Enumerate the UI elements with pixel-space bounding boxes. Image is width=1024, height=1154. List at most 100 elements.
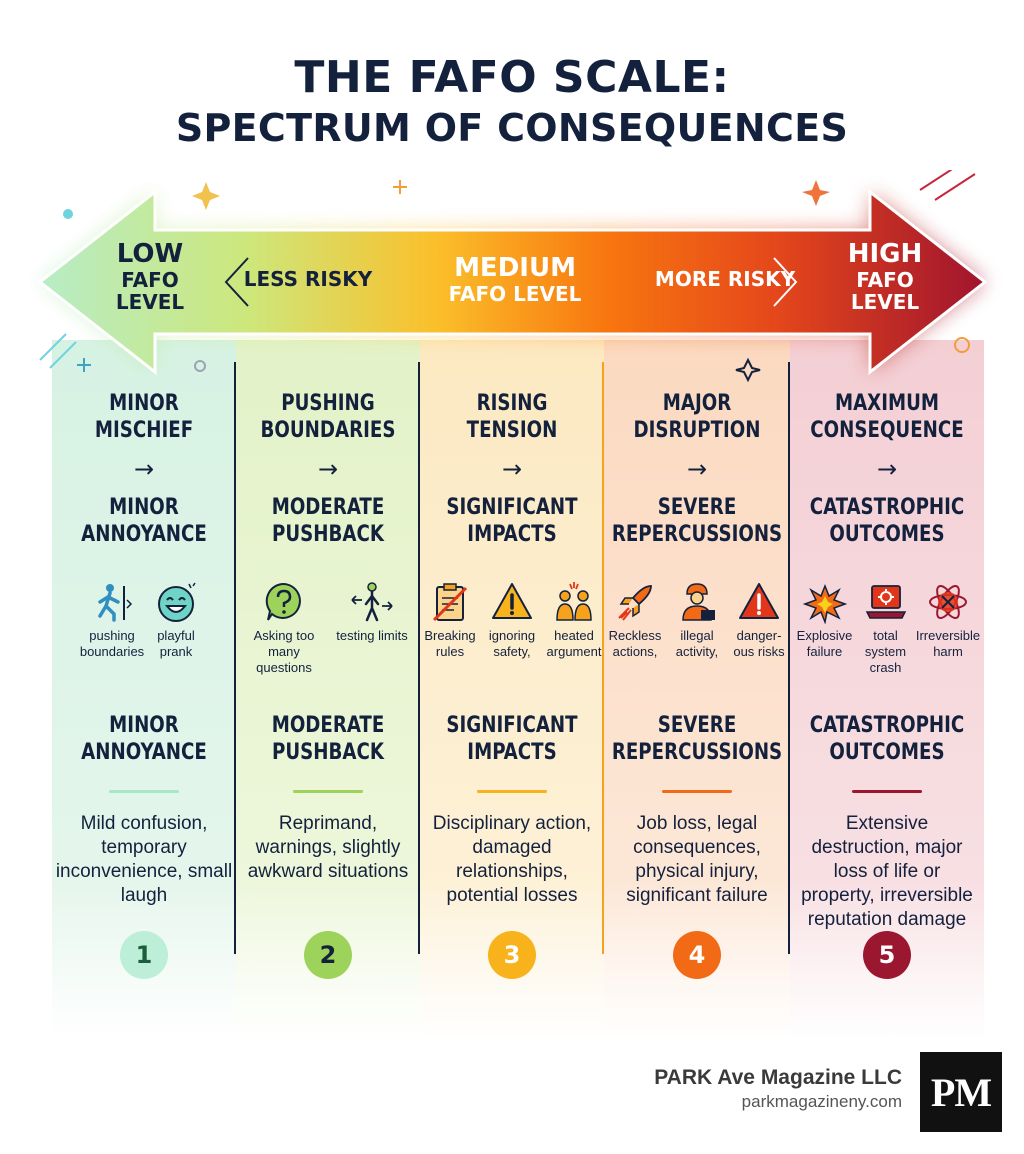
column-heading: MAXIMUM CONSEQUENCE — [810, 391, 964, 443]
fafo-double-arrow — [37, 170, 988, 383]
question-bubble-icon — [265, 582, 301, 621]
icon-item: Irreversible harm — [915, 580, 981, 676]
icon-item: playful prank — [146, 580, 206, 660]
person-walking-icon — [98, 584, 133, 622]
outcome-rule — [662, 790, 732, 793]
icon-item: Breaking rules — [421, 580, 479, 660]
icon-caption: pushing boundaries — [79, 628, 145, 659]
medium-fafo-level-label: MEDIUM FAFO LEVEL — [400, 254, 630, 305]
rocket-icon — [618, 585, 652, 621]
level-column-3: RISING TENSION → SIGNIFICANT IMPACTS Bre… — [421, 390, 603, 979]
outcome-heading: MINOR ANNOYANCE — [81, 713, 207, 765]
outcome-rule — [293, 790, 363, 793]
arrow-body — [37, 188, 988, 376]
level-number-badge: 1 — [120, 931, 168, 979]
right-arrow-icon: → — [133, 455, 155, 483]
low-label-line2: FAFO — [121, 267, 179, 292]
icon-item: ignoring safety, — [483, 580, 541, 660]
level-number-badge: 2 — [304, 931, 352, 979]
outcome-rule — [109, 790, 179, 793]
arguing-people-icon — [556, 582, 592, 621]
title-line-1: THE FAFO SCALE: — [294, 52, 730, 103]
column-subheading: SEVERE REPERCUSSIONS — [611, 495, 783, 547]
low-label-line1: LOW — [116, 239, 184, 269]
sparkle-decorations — [39, 170, 976, 383]
high-fafo-level-label: HIGH FAFO LEVEL — [820, 240, 950, 313]
outcome-description: Reprimand, warnings, slightly awkward si… — [247, 813, 409, 882]
danger-triangle-icon — [739, 583, 779, 619]
outcome-description: Disciplinary action, damaged relationshi… — [432, 813, 592, 906]
right-arrow-icon: → — [317, 455, 339, 483]
outcome-description: Job loss, legal consequences, physical i… — [626, 813, 768, 906]
icon-item: heated argument — [545, 580, 603, 660]
warning-triangle-icon — [492, 583, 532, 619]
divider-2 — [418, 362, 420, 954]
level-column-2: PUSHING BOUNDARIES → MODERATE PUSHBACK A… — [237, 390, 419, 979]
column-subheading: MODERATE PUSHBACK — [271, 495, 385, 547]
person-arrows-icon — [351, 582, 393, 622]
icon-caption: heated argument — [546, 628, 602, 659]
level-column-5: MAXIMUM CONSEQUENCE → CATASTROPHIC OUTCO… — [796, 390, 980, 979]
column-heading: RISING TENSION — [466, 391, 558, 443]
divider-1 — [234, 362, 236, 954]
level-column-4: MAJOR DISRUPTION → SEVERE REPERCUSSIONS … — [606, 390, 788, 979]
brand-url: parkmagazineny.com — [741, 1092, 902, 1111]
level-number-badge: 3 — [488, 931, 536, 979]
icon-row: Asking too many questions testing limits — [237, 580, 419, 676]
icon-caption: Asking too many questions — [253, 628, 315, 675]
outcome-rule — [477, 790, 547, 793]
crossed-clipboard-icon — [432, 583, 468, 622]
outcome-rule — [852, 790, 922, 793]
low-fafo-level-label: LOW FAFO LEVEL — [90, 240, 210, 313]
divider-4 — [788, 362, 790, 954]
divider-3 — [602, 362, 604, 954]
icon-item: pushing boundaries — [79, 580, 145, 660]
icon-item: Explosive failure — [796, 580, 853, 676]
icon-caption: Explosive failure — [796, 628, 853, 659]
column-subheading: SIGNIFICANT IMPACTS — [446, 495, 578, 547]
atom-crossed-icon — [929, 585, 967, 619]
outcome-description: Mild confusion, temporary inconvenience,… — [55, 813, 233, 906]
column-4-background — [604, 340, 790, 1040]
level-number-badge: 4 — [673, 931, 721, 979]
icon-caption: illegal activity, — [675, 628, 719, 659]
level-column-1: MINOR MISCHIEF → MINOR ANNOYANCE pushing… — [53, 390, 235, 979]
icon-item: Reckless actions, — [606, 580, 664, 660]
outcome-heading: SEVERE REPERCUSSIONS — [611, 713, 783, 765]
worker-briefcase-icon — [682, 583, 715, 621]
icon-row: Breaking rules ignoring safety, heated a… — [421, 580, 603, 660]
icon-caption: Irreversible harm — [915, 628, 981, 659]
icon-item: total system crash — [857, 580, 914, 676]
less-risky-label: LESS RISKY — [243, 267, 373, 291]
level-number-badge: 5 — [863, 931, 911, 979]
explosion-icon — [802, 583, 847, 624]
medium-label-line2: FAFO LEVEL — [448, 281, 582, 306]
icon-item: illegal activity, — [668, 580, 726, 660]
more-risky-label: MORE RISKY — [654, 267, 796, 291]
icon-caption: danger- ous risks — [733, 628, 785, 659]
low-label-line3: LEVEL — [115, 289, 185, 314]
broken-laptop-icon — [865, 585, 906, 619]
icon-caption: testing limits — [336, 628, 408, 643]
outcome-heading: CATASTROPHIC OUTCOMES — [809, 713, 965, 765]
column-subheading: CATASTROPHIC OUTCOMES — [809, 495, 965, 547]
icon-item: Asking too many questions — [242, 580, 326, 676]
high-label-line1: HIGH — [847, 239, 923, 269]
outcome-heading: MODERATE PUSHBACK — [271, 713, 385, 765]
icon-row: Reckless actions, illegal activity, dang… — [606, 580, 788, 660]
icon-caption: Reckless actions, — [608, 628, 662, 659]
column-5-background — [790, 340, 984, 1040]
brand-logo: PM — [920, 1052, 1002, 1132]
icon-row: Explosive failure total system crash Irr… — [796, 580, 981, 676]
column-heading: MINOR MISCHIEF — [94, 391, 194, 443]
icon-item: danger- ous risks — [730, 580, 788, 660]
column-subheading: MINOR ANNOYANCE — [81, 495, 207, 547]
icon-row: pushing boundaries playful prank — [53, 580, 235, 660]
medium-label-line1: MEDIUM — [454, 253, 576, 283]
laughing-face-icon — [158, 582, 196, 622]
right-arrow-icon: → — [876, 455, 898, 483]
icon-caption: playful prank — [157, 628, 195, 659]
column-heading: MAJOR DISRUPTION — [633, 391, 761, 443]
brand-name: PARK Ave Magazine LLC — [654, 1066, 902, 1089]
icon-caption: ignoring safety, — [488, 628, 536, 659]
